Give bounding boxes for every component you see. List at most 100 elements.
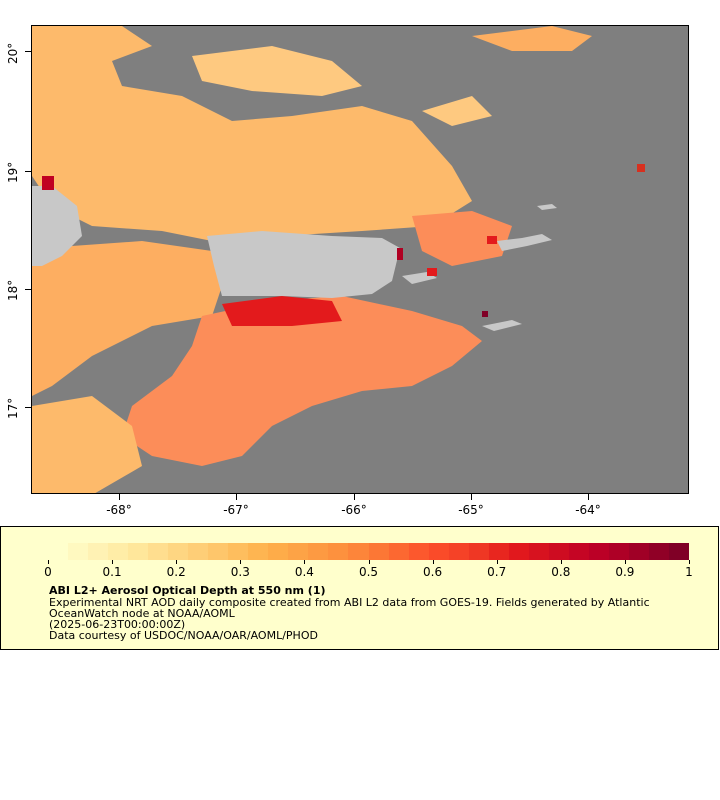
- map-area: [31, 25, 689, 494]
- colorbar-swatch: [628, 543, 649, 560]
- lat-tick: [25, 407, 31, 408]
- aod-region-southwest: [32, 396, 142, 493]
- aod-hotspots: [42, 164, 645, 317]
- lat-tick: [25, 51, 31, 52]
- colorbar-swatch: [228, 543, 249, 560]
- colorbar-tick-label: 0.9: [615, 565, 635, 579]
- colorbar-swatch: [668, 543, 689, 560]
- aod-hotspot: [397, 248, 403, 260]
- aod-region-east: [412, 211, 512, 266]
- virgin-islands-land: [497, 234, 552, 251]
- colorbar-tick-label: 0.2: [166, 565, 186, 579]
- colorbar-tick: [560, 560, 562, 564]
- lat-label-17: 17°: [6, 397, 20, 419]
- colorbar-swatch: [468, 543, 489, 560]
- colorbar-tick-label: 0: [44, 565, 52, 579]
- colorbar-swatch: [448, 543, 469, 560]
- legend-panel: 0 0.1 0.2 0.3 0.4 0.5 0.6 0.7 0.8 0.9 1 ABI L2+ Ae…: [0, 526, 719, 650]
- colorbar-swatch: [648, 543, 669, 560]
- colorbar-swatch: [488, 543, 509, 560]
- colorbar-swatch: [88, 543, 109, 560]
- lat-tick: [25, 171, 31, 172]
- st-croix-land: [482, 320, 522, 331]
- colorbar-tick: [624, 560, 626, 564]
- lon-label-64: -64°: [575, 503, 601, 517]
- land-masses: [32, 186, 557, 331]
- colorbar-swatch: [528, 543, 549, 560]
- colorbar-tick: [48, 560, 49, 564]
- colorbar-swatch: [568, 543, 589, 560]
- puerto-rico-land: [207, 231, 400, 298]
- lon-label-66: -66°: [341, 503, 367, 517]
- colorbar-tick-label: 0.1: [102, 565, 122, 579]
- lon-tick: [236, 494, 237, 500]
- aod-region-west: [32, 236, 222, 396]
- lon-tick: [588, 494, 589, 500]
- colorbar-swatch: [548, 543, 569, 560]
- anegada-land: [537, 204, 557, 210]
- colorbar-swatch: [188, 543, 209, 560]
- colorbar-tick-label: 0.5: [358, 565, 379, 579]
- colorbar-swatch: [508, 543, 529, 560]
- legend-credit: Data courtesy of USDOC/NOAA/OAR/AOML/PHO…: [49, 629, 318, 642]
- hispaniola-land: [32, 186, 82, 266]
- colorbar-swatch: [68, 543, 89, 560]
- colorbar-swatch: [288, 543, 309, 560]
- colorbar: [48, 543, 689, 560]
- colorbar-swatch: [308, 543, 329, 560]
- lat-label-19: 19°: [6, 161, 20, 183]
- colorbar-swatch: [348, 543, 369, 560]
- lat-label-18: 18°: [6, 279, 20, 301]
- aod-hotspot: [482, 311, 488, 317]
- lon-label-67: -67°: [223, 503, 249, 517]
- colorbar-swatch: [408, 543, 429, 560]
- lon-tick: [119, 494, 120, 500]
- colorbar-swatch: [168, 543, 189, 560]
- colorbar-swatch: [48, 543, 69, 560]
- aod-hotspot: [427, 268, 437, 276]
- aod-region-south: [122, 296, 482, 466]
- colorbar-swatch: [388, 543, 409, 560]
- colorbar-tick: [368, 560, 370, 564]
- lon-label-65: -65°: [458, 503, 484, 517]
- aod-region-south-high: [222, 296, 342, 326]
- colorbar-swatch: [368, 543, 389, 560]
- aod-region-northwest: [32, 26, 472, 241]
- colorbar-tick: [432, 560, 434, 564]
- colorbar-swatch: [148, 543, 169, 560]
- aod-hotspot: [637, 164, 645, 172]
- lat-tick: [25, 289, 31, 290]
- colorbar-tick-label: 0.7: [487, 565, 507, 579]
- lon-label-68: -68°: [106, 503, 132, 517]
- legend-title: ABI L2+ Aerosol Optical Depth at 550 nm …: [49, 584, 326, 597]
- colorbar-tick-label: 1: [685, 565, 693, 579]
- colorbar-swatch: [248, 543, 269, 560]
- lon-tick: [471, 494, 472, 500]
- colorbar-swatch: [268, 543, 289, 560]
- colorbar-swatch: [208, 543, 229, 560]
- aod-region-north-center: [422, 96, 492, 126]
- aod-field: [32, 26, 592, 493]
- colorbar-tick-label: 0.8: [551, 565, 571, 579]
- legend-date: (2025-06-23T00:00:00Z): [49, 618, 186, 631]
- aod-region-northeast-clouds: [472, 26, 592, 51]
- colorbar-tick-label: 0.6: [423, 565, 443, 579]
- colorbar-tick: [496, 560, 498, 564]
- colorbar-swatch: [428, 543, 449, 560]
- aerosol-map: [32, 26, 645, 493]
- legend-description: Experimental NRT AOD daily composite cre…: [49, 596, 654, 620]
- colorbar-tick-label: 0.4: [294, 565, 314, 579]
- colorbar-swatch: [128, 543, 149, 560]
- colorbar-swatch: [108, 543, 129, 560]
- colorbar-tick-label: 0.3: [230, 565, 250, 579]
- colorbar-swatch: [608, 543, 629, 560]
- colorbar-tick: [176, 560, 178, 564]
- aod-hotspot: [42, 176, 54, 190]
- colorbar-tick: [689, 560, 690, 564]
- lon-tick: [354, 494, 355, 500]
- lat-label-20: 20°: [6, 42, 20, 64]
- colorbar-tick: [112, 560, 114, 564]
- colorbar-swatch: [588, 543, 609, 560]
- colorbar-swatch: [328, 543, 349, 560]
- colorbar-tick: [304, 560, 306, 564]
